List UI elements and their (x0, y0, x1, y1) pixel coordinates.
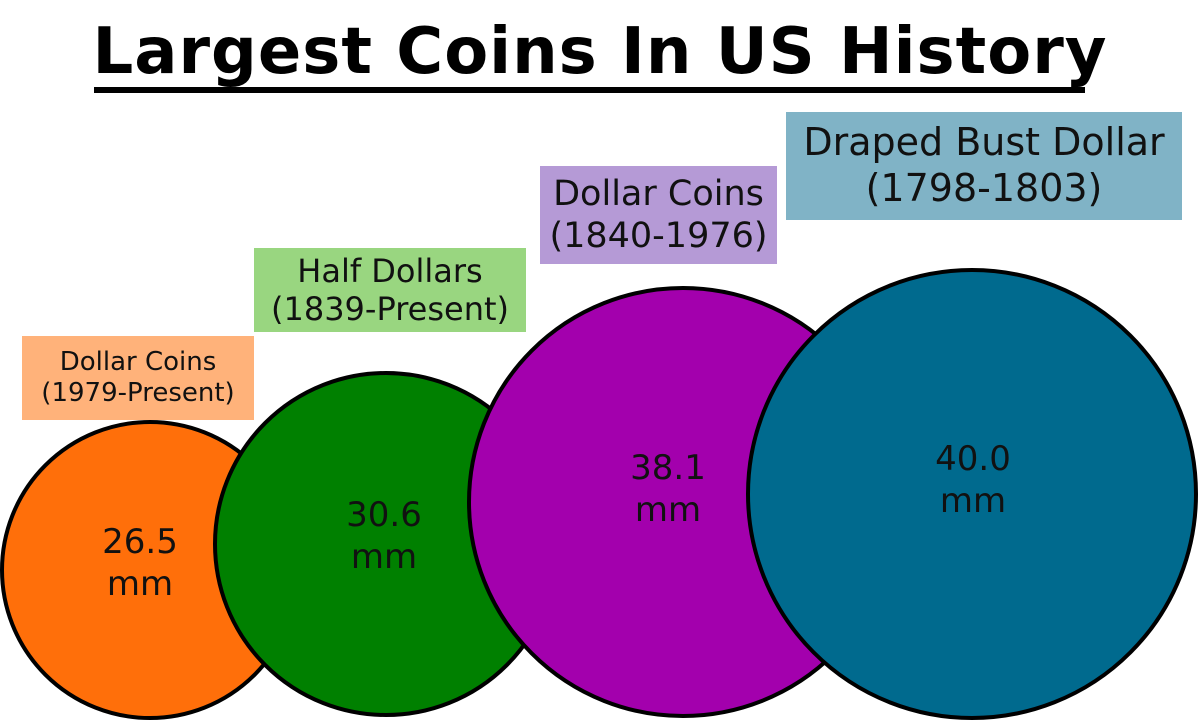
coin-name: Dollar Coins (553, 174, 764, 214)
coin-label-draped-bust-dollar: Draped Bust Dollar (1798-1803) (786, 112, 1182, 220)
coin-label-half-dollar: Half Dollars (1839-Present) (254, 248, 526, 332)
size-unit: mm (106, 564, 174, 604)
coin-size-1840-dollar: 38.1 mm (598, 447, 738, 531)
coin-name: Dollar Coins (59, 346, 217, 377)
coin-size-draped-bust-dollar: 40.0 mm (903, 438, 1043, 522)
size-value: 40.0 (935, 439, 1011, 479)
coin-years: (1839-Present) (270, 290, 509, 328)
size-unit: mm (939, 481, 1007, 521)
size-value: 38.1 (630, 448, 706, 488)
coin-years: (1798-1803) (865, 166, 1103, 210)
coin-label-1840-dollar: Dollar Coins (1840-1976) (540, 166, 777, 264)
size-value: 26.5 (102, 522, 178, 562)
title-underline (94, 87, 1085, 93)
coin-years: (1840-1976) (549, 216, 768, 256)
coin-name: Draped Bust Dollar (803, 120, 1165, 165)
coin-name: Half Dollars (297, 251, 483, 290)
size-unit: mm (350, 537, 418, 577)
coin-size-1979-dollar: 26.5 mm (70, 521, 210, 605)
page-title: Largest Coins In US History (92, 15, 1108, 89)
size-unit: mm (634, 490, 702, 530)
coin-size-half-dollar: 30.6 mm (314, 494, 454, 578)
coin-years: (1979-Present) (41, 378, 235, 408)
coin-label-1979-dollar: Dollar Coins (1979-Present) (22, 336, 254, 420)
size-value: 30.6 (346, 495, 422, 535)
coin-circle-draped-bust-dollar (746, 268, 1198, 720)
